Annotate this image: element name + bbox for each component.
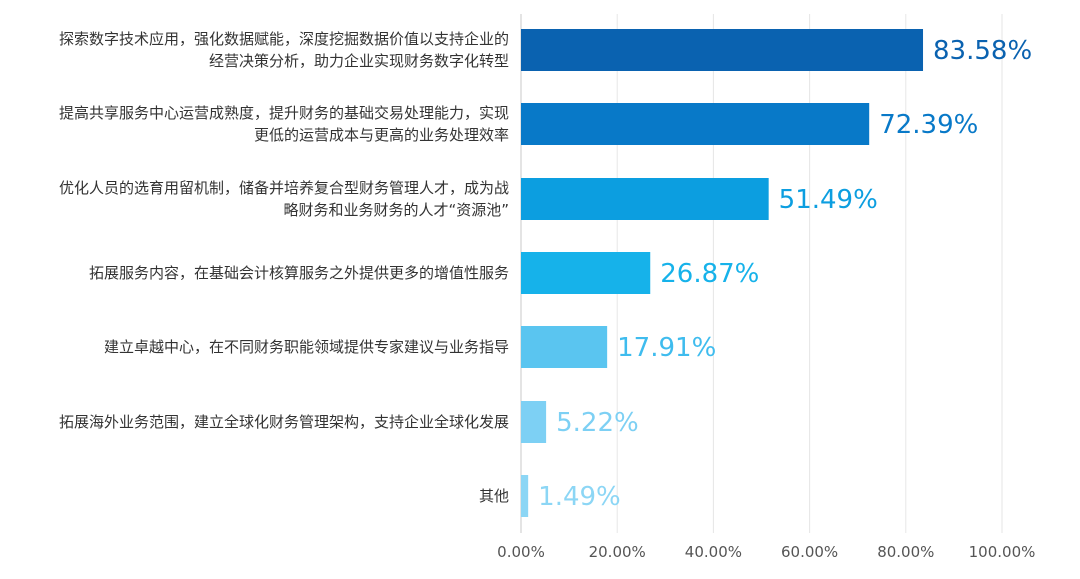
bar — [521, 401, 547, 443]
bar — [521, 326, 608, 368]
category-label: 拓展海外业务范围，建立全球化财务管理架构，支持企业全球化发展 — [59, 413, 509, 431]
bar — [521, 103, 870, 145]
category-label: 提高共享服务中心运营成熟度，提升财务的基础交易处理能力，实现更低的运营成本与更高… — [59, 104, 509, 144]
data-label: 1.49% — [538, 482, 621, 512]
x-tick-label: 20.00% — [589, 543, 646, 561]
data-label: 26.87% — [660, 259, 759, 289]
bar — [521, 29, 924, 71]
x-tick-label: 80.00% — [877, 543, 934, 561]
x-tick-label: 60.00% — [781, 543, 838, 561]
bar — [521, 475, 529, 517]
data-label: 72.39% — [879, 110, 978, 140]
category-label: 拓展服务内容，在基础会计核算服务之外提供更多的增值性服务 — [89, 264, 509, 282]
data-label: 83.58% — [933, 36, 1032, 66]
bar — [521, 252, 651, 294]
category-label: 其他 — [479, 487, 509, 505]
category-label: 探索数字技术应用，强化数据赋能，深度挖掘数据价值以支持企业的经营决策分析，助力企… — [59, 30, 509, 70]
x-tick-label: 40.00% — [685, 543, 742, 561]
data-label: 17.91% — [617, 333, 716, 363]
category-label: 建立卓越中心，在不同财务职能领域提供专家建议与业务指导 — [104, 338, 509, 356]
x-tick-label: 0.00% — [497, 543, 545, 561]
x-tick-label: 100.00% — [969, 543, 1036, 561]
category-label: 优化人员的选育用留机制，储备并培养复合型财务管理人才，成为战略财务和业务财务的人… — [59, 179, 509, 219]
bar — [521, 178, 769, 220]
data-label: 51.49% — [779, 185, 878, 215]
data-label: 5.22% — [556, 408, 639, 438]
